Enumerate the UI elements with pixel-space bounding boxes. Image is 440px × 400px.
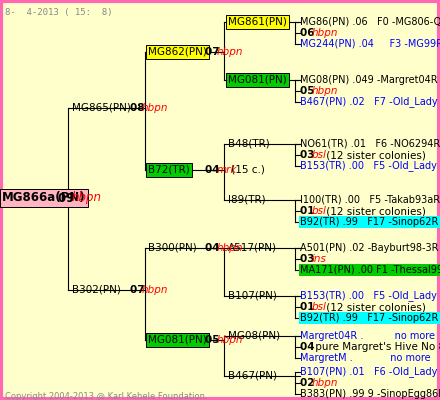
Text: MG86(PN) .06   F0 -MG806-Q: MG86(PN) .06 F0 -MG806-Q xyxy=(300,17,440,27)
Text: hbpn: hbpn xyxy=(142,103,168,113)
Text: 08: 08 xyxy=(130,103,148,113)
Text: MG081(PN): MG081(PN) xyxy=(148,335,207,345)
Text: (12 sister colonies): (12 sister colonies) xyxy=(323,302,426,312)
Text: A501(PN) .02 -Bayburt98-3R: A501(PN) .02 -Bayburt98-3R xyxy=(300,243,439,253)
Text: bsl: bsl xyxy=(312,150,326,160)
Text: hbpn: hbpn xyxy=(216,335,243,345)
Text: ins: ins xyxy=(312,254,326,264)
Text: B302(PN): B302(PN) xyxy=(72,285,121,295)
Text: mrk: mrk xyxy=(216,165,237,175)
Text: MargretM .            no more: MargretM . no more xyxy=(300,353,431,363)
Text: 01: 01 xyxy=(300,302,318,312)
Text: B92(TR) .99   F17 -Sinop62R: B92(TR) .99 F17 -Sinop62R xyxy=(300,217,438,227)
Text: MG866a(PN): MG866a(PN) xyxy=(2,192,86,204)
Text: hbpn: hbpn xyxy=(216,243,243,253)
Text: 07: 07 xyxy=(205,47,223,57)
Text: 05: 05 xyxy=(300,86,318,96)
Text: B48(TR): B48(TR) xyxy=(228,139,270,149)
Text: NO61(TR) .01   F6 -NO6294R: NO61(TR) .01 F6 -NO6294R xyxy=(300,139,440,149)
Text: MG08(PN): MG08(PN) xyxy=(228,331,280,341)
Text: 04: 04 xyxy=(205,165,223,175)
Text: 05: 05 xyxy=(205,335,223,345)
Text: B300(PN): B300(PN) xyxy=(148,243,197,253)
Text: B383(PN) .99 9 -SinopEgg86R: B383(PN) .99 9 -SinopEgg86R xyxy=(300,389,440,399)
Text: (12 sister colonies): (12 sister colonies) xyxy=(323,150,426,160)
Text: MG244(PN) .04     F3 -MG99R: MG244(PN) .04 F3 -MG99R xyxy=(300,39,440,49)
Text: A517(PN): A517(PN) xyxy=(228,243,277,253)
Text: hbpn: hbpn xyxy=(71,192,101,204)
Text: I100(TR) .00   F5 -Takab93aR: I100(TR) .00 F5 -Takab93aR xyxy=(300,195,440,205)
Text: bsl: bsl xyxy=(312,206,326,216)
Text: 02: 02 xyxy=(300,378,318,388)
Text: B72(TR): B72(TR) xyxy=(148,165,190,175)
Text: 09: 09 xyxy=(58,192,78,204)
Text: MA171(PN) .00 F1 -Thessal99R: MA171(PN) .00 F1 -Thessal99R xyxy=(300,265,440,275)
Text: Margret04R .          no more: Margret04R . no more xyxy=(300,331,435,341)
Text: hbpn: hbpn xyxy=(142,285,168,295)
Text: B467(PN): B467(PN) xyxy=(228,371,277,381)
Text: B107(PN): B107(PN) xyxy=(228,291,277,301)
Text: MG081(PN): MG081(PN) xyxy=(228,75,287,85)
Text: 06: 06 xyxy=(300,28,318,38)
Text: 8-  4-2013 ( 15:  8): 8- 4-2013 ( 15: 8) xyxy=(5,8,113,17)
Text: MG08(PN) .049 -Margret04R: MG08(PN) .049 -Margret04R xyxy=(300,75,438,85)
Text: bsl: bsl xyxy=(312,302,326,312)
Text: I89(TR): I89(TR) xyxy=(228,195,266,205)
Text: (12 sister colonies): (12 sister colonies) xyxy=(323,206,426,216)
Text: Copyright 2004-2013 @ Karl Kehele Foundation.: Copyright 2004-2013 @ Karl Kehele Founda… xyxy=(5,392,208,400)
Text: 04: 04 xyxy=(300,342,318,352)
Text: B467(PN) .02   F7 -Old_Lady: B467(PN) .02 F7 -Old_Lady xyxy=(300,96,438,108)
Text: pure Margret's Hive No 8: pure Margret's Hive No 8 xyxy=(312,342,440,352)
Text: (15 c.): (15 c.) xyxy=(228,165,265,175)
Text: 04: 04 xyxy=(205,243,223,253)
Text: B153(TR) .00   F5 -Old_Lady: B153(TR) .00 F5 -Old_Lady xyxy=(300,290,437,302)
Text: B92(TR) .99   F17 -Sinop62R: B92(TR) .99 F17 -Sinop62R xyxy=(300,313,438,323)
Text: hbpn: hbpn xyxy=(216,47,243,57)
Text: hbpn: hbpn xyxy=(312,28,338,38)
Text: 07: 07 xyxy=(130,285,148,295)
Text: MG861(PN): MG861(PN) xyxy=(228,17,287,27)
Text: MG865(PN): MG865(PN) xyxy=(72,103,131,113)
Text: hbpn: hbpn xyxy=(312,86,338,96)
Text: B107(PN) .01   F6 -Old_Lady: B107(PN) .01 F6 -Old_Lady xyxy=(300,366,437,378)
Text: MG862(PN): MG862(PN) xyxy=(148,47,207,57)
Text: 01: 01 xyxy=(300,206,318,216)
Text: hbpn: hbpn xyxy=(312,378,338,388)
Text: 03: 03 xyxy=(300,254,318,264)
Text: B153(TR) .00   F5 -Old_Lady: B153(TR) .00 F5 -Old_Lady xyxy=(300,160,437,172)
Text: 03: 03 xyxy=(300,150,318,160)
